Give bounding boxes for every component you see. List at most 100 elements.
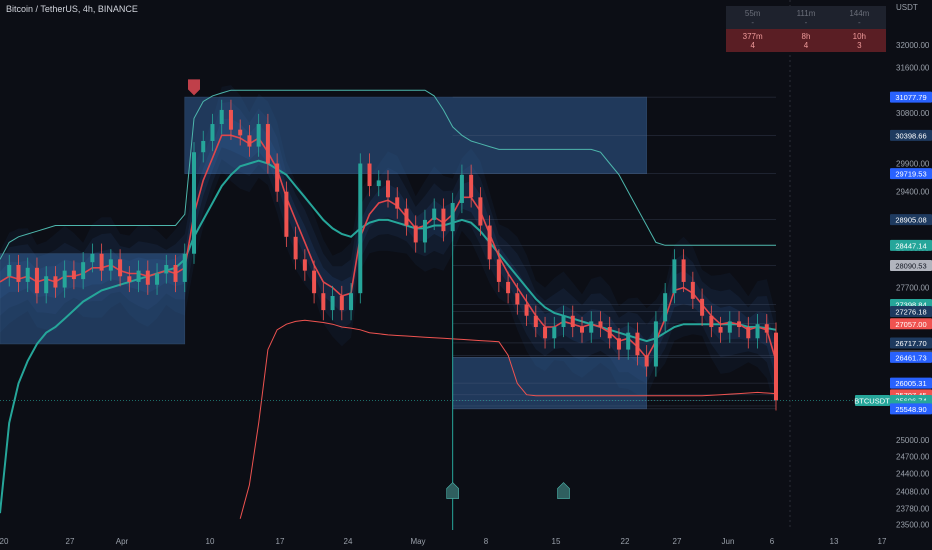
candle-body (256, 124, 261, 147)
price-badge (890, 260, 932, 272)
candle-body (99, 253, 104, 271)
price-badge (890, 318, 932, 330)
candle-body (543, 327, 548, 339)
candle-body (127, 276, 132, 282)
x-tick-label: 10 (206, 537, 215, 546)
x-tick-label: 17 (878, 537, 887, 546)
y-tick-label: 24080.00 (896, 488, 930, 497)
price-badge-label: 27276.18 (895, 307, 926, 316)
candle-body (404, 208, 409, 226)
stats-cell: 377m 4 (742, 31, 763, 50)
x-tick-label: 22 (621, 537, 630, 546)
candle-body (774, 332, 778, 401)
candle-body (62, 270, 67, 288)
candle-body (450, 202, 455, 232)
price-badge-label: 28905.08 (895, 216, 926, 225)
candle-body (552, 327, 557, 339)
stats-cell: 144m - (849, 8, 870, 27)
price-badge-label: 26461.73 (895, 353, 926, 362)
x-tick-label: 27 (673, 537, 682, 546)
symbol-badge (855, 395, 890, 407)
x-tick-label: 27 (66, 537, 75, 546)
candle-body (755, 324, 760, 339)
candle-body (339, 296, 344, 311)
candle-body (164, 265, 169, 274)
price-badge (890, 214, 932, 226)
lower-band-line (239, 319, 777, 519)
x-tick-label: 8 (484, 537, 489, 546)
candle-body (7, 265, 12, 277)
candle-body (589, 321, 594, 333)
candle-body (108, 259, 113, 271)
price-badge (890, 239, 932, 251)
x-tick-label: May (410, 537, 425, 546)
candle-body (561, 315, 566, 328)
price-badge (890, 305, 932, 317)
candle-body (376, 180, 381, 187)
x-tick-label: 17 (276, 537, 285, 546)
stats-cell: 10h 3 (852, 31, 866, 50)
price-badge-label: 29719.53 (895, 170, 926, 179)
candle-body (71, 270, 76, 280)
price-badge (890, 377, 932, 389)
y-tick-label: 24400.00 (896, 470, 930, 479)
symbol-badge-label: BTCUSDT (854, 397, 890, 406)
x-tick-label: 15 (552, 537, 561, 546)
candle-body (182, 253, 187, 282)
y-tick-label: 27700.00 (896, 284, 930, 293)
candle-body (25, 267, 30, 282)
x-tick-label: Jun (722, 537, 735, 546)
candle-body (506, 281, 511, 294)
price-badge-label: 28090.53 (895, 262, 926, 271)
candle-body (34, 267, 39, 294)
price-axis[interactable]: USDT 32000.00 31600.00 30800.00 29900.00 2940… (888, 0, 932, 550)
candle-body (663, 293, 668, 322)
candle-body (764, 324, 769, 333)
y-tick-label: 23780.00 (896, 505, 930, 514)
candle-body (672, 259, 677, 294)
upper-band-line (0, 89, 776, 260)
stats-panel: 55m - 111m - 144m - 377m 4 8h 4 10h 3 (726, 6, 886, 52)
candle-body (690, 281, 695, 299)
price-badge (890, 129, 932, 141)
price-badge (890, 351, 932, 363)
y-tick-label: 30800.00 (896, 109, 930, 118)
y-tick-label: 29400.00 (896, 188, 930, 197)
candle-body (635, 332, 640, 356)
signal-markers (188, 79, 570, 499)
candle-body (53, 276, 58, 288)
y-tick-label: 32000.00 (896, 41, 930, 50)
chart-title: Bitcoin / TetherUS, 4h, BINANCE (6, 4, 138, 14)
candle-body (580, 327, 584, 333)
sell-marker (188, 79, 200, 96)
stats-cell: 111m - (796, 8, 816, 27)
candle-body (349, 293, 354, 311)
candle-body (302, 259, 307, 271)
candle-body (653, 321, 658, 367)
price-badge (890, 168, 932, 180)
buy-marker (446, 482, 459, 499)
candle-body (413, 225, 418, 243)
time-axis[interactable]: 20 27 Apr 10 17 24 May 8 15 22 27 Jun 6 13 17 (0, 530, 932, 550)
y-tick-label: 31600.00 (896, 64, 930, 73)
candle-body (358, 163, 363, 294)
candle-body (44, 276, 49, 294)
candle-body (228, 109, 233, 130)
x-tick-label: Apr (116, 537, 129, 546)
candle-body (709, 315, 714, 328)
candle-body (422, 219, 427, 243)
candle-body (219, 109, 224, 125)
candle-body (118, 259, 123, 277)
candle-body (515, 293, 520, 305)
candle-body (192, 152, 196, 254)
currency-label: USDT (896, 3, 918, 12)
candle-body (533, 315, 538, 328)
candle-body (570, 315, 575, 328)
candle-body (469, 174, 474, 198)
x-tick-label: 6 (770, 537, 775, 546)
candle-body (386, 180, 390, 198)
price-badge-label: 28447.14 (895, 241, 926, 250)
candle-body (367, 163, 372, 187)
candle-body (81, 262, 86, 280)
